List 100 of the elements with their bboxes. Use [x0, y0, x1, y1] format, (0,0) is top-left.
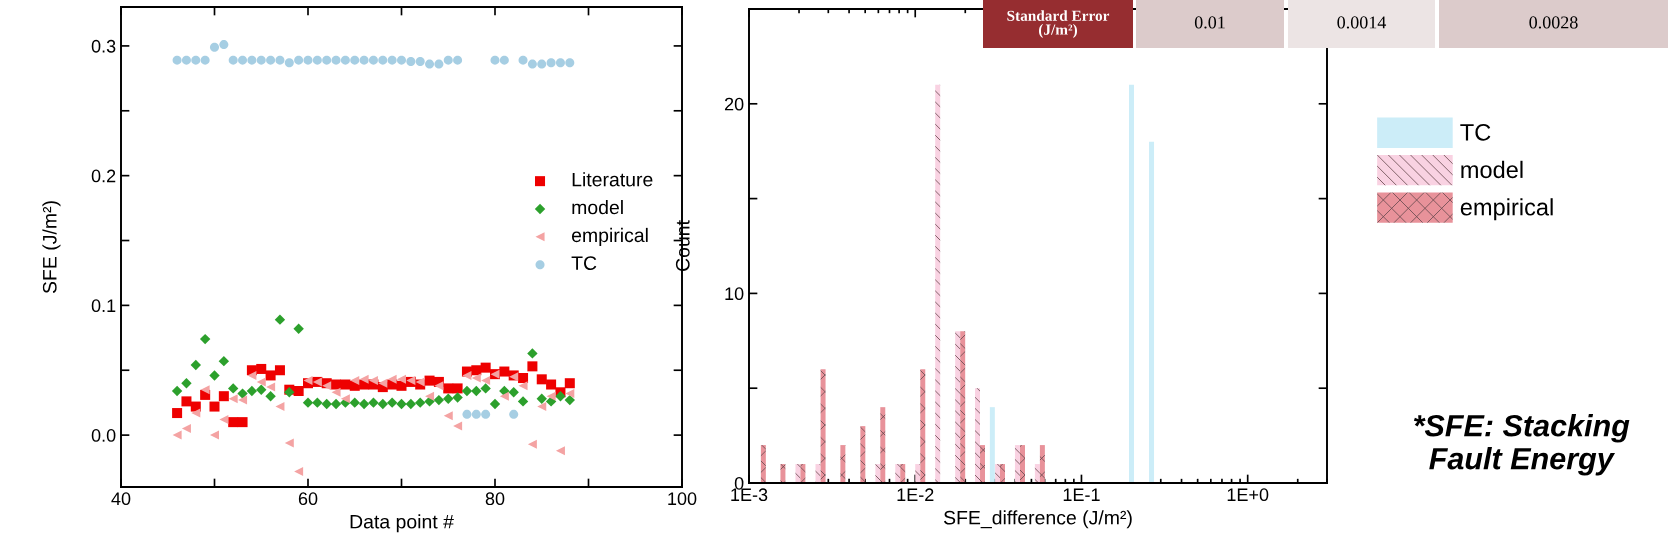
- point: [425, 391, 435, 401]
- point: [302, 397, 314, 408]
- y-tick-label: 0.2: [91, 169, 116, 183]
- point: [434, 59, 444, 69]
- point: [171, 385, 183, 397]
- point: [274, 365, 285, 376]
- point: [172, 55, 182, 65]
- point: [246, 385, 258, 397]
- point: [471, 385, 482, 397]
- point: [210, 430, 219, 440]
- point: [499, 55, 509, 65]
- point: [265, 370, 276, 381]
- point: [518, 55, 528, 65]
- point: [499, 391, 509, 401]
- point: [350, 376, 360, 386]
- y-tick-label: 0.3: [91, 39, 116, 53]
- point: [527, 59, 537, 69]
- text: *SFE: Stacking Fault Energy: [1413, 414, 1630, 476]
- point: [425, 59, 435, 69]
- point: [256, 377, 266, 387]
- point: [172, 408, 183, 419]
- point: [546, 379, 557, 390]
- point: [536, 374, 547, 385]
- point: [386, 397, 398, 408]
- point: [228, 383, 239, 394]
- point: [481, 409, 491, 419]
- annotation: Standard Error (J/m²): [1007, 10, 1110, 38]
- point: [256, 55, 266, 65]
- point: [509, 409, 519, 419]
- point: [256, 363, 267, 374]
- point: [303, 55, 313, 65]
- point: [443, 411, 453, 421]
- x-tick-label: 1E-3: [731, 488, 768, 502]
- y-tick-label: 0.0: [91, 429, 116, 442]
- point: [424, 375, 435, 386]
- point: [537, 402, 547, 412]
- y-tick-label: 0: [734, 476, 744, 490]
- point: [200, 55, 210, 65]
- point: [321, 398, 332, 410]
- point: [368, 376, 378, 386]
- point: [555, 446, 565, 456]
- x-tick-label: 60: [298, 492, 318, 506]
- point: [377, 398, 388, 410]
- point: [415, 397, 426, 408]
- point: [452, 392, 463, 403]
- point: [322, 55, 332, 65]
- text: 0.0014: [1337, 16, 1387, 29]
- point: [340, 379, 351, 390]
- point: [181, 378, 192, 389]
- point: [359, 55, 369, 65]
- y-axis-title: SFE (J/m²): [42, 201, 61, 294]
- point: [555, 58, 565, 68]
- point: [453, 55, 463, 65]
- point: [237, 388, 248, 399]
- point: [340, 55, 350, 65]
- point: [368, 55, 378, 65]
- point: [453, 421, 463, 431]
- point: [340, 394, 350, 404]
- x-axis-title: Data point #: [350, 514, 454, 533]
- point: [191, 408, 201, 418]
- point: [284, 438, 294, 448]
- point: [209, 370, 220, 381]
- point: [462, 409, 472, 419]
- point: [536, 393, 547, 404]
- legend-label: empirical: [571, 227, 648, 246]
- point: [499, 366, 510, 377]
- point: [349, 397, 360, 408]
- point: [238, 395, 248, 405]
- point: [350, 55, 360, 65]
- point: [480, 383, 491, 394]
- point: [565, 58, 575, 68]
- point: [238, 55, 248, 65]
- point: [190, 359, 201, 371]
- point: [219, 415, 229, 425]
- point: [481, 376, 491, 386]
- point: [415, 56, 425, 66]
- point: [537, 59, 547, 69]
- point: [191, 55, 201, 65]
- point: [564, 394, 575, 406]
- x-tick-label: 1E+0: [1227, 488, 1269, 502]
- point: [471, 365, 482, 376]
- point: [461, 385, 473, 397]
- point: [359, 374, 369, 384]
- point: [555, 390, 566, 402]
- x-tick-label: 80: [485, 492, 505, 506]
- point: [293, 385, 304, 397]
- point: [331, 387, 341, 397]
- point: [218, 391, 229, 402]
- point: [172, 430, 182, 440]
- annotation: 0.01: [1194, 16, 1225, 29]
- point: [312, 55, 322, 65]
- point: [265, 390, 276, 402]
- y-tick-label: 20: [724, 97, 744, 111]
- point: [471, 409, 481, 419]
- point: [387, 55, 397, 65]
- point: [387, 374, 397, 384]
- point: [443, 383, 454, 394]
- point: [527, 361, 538, 372]
- legend-label: TC: [1460, 123, 1491, 141]
- point: [274, 314, 286, 325]
